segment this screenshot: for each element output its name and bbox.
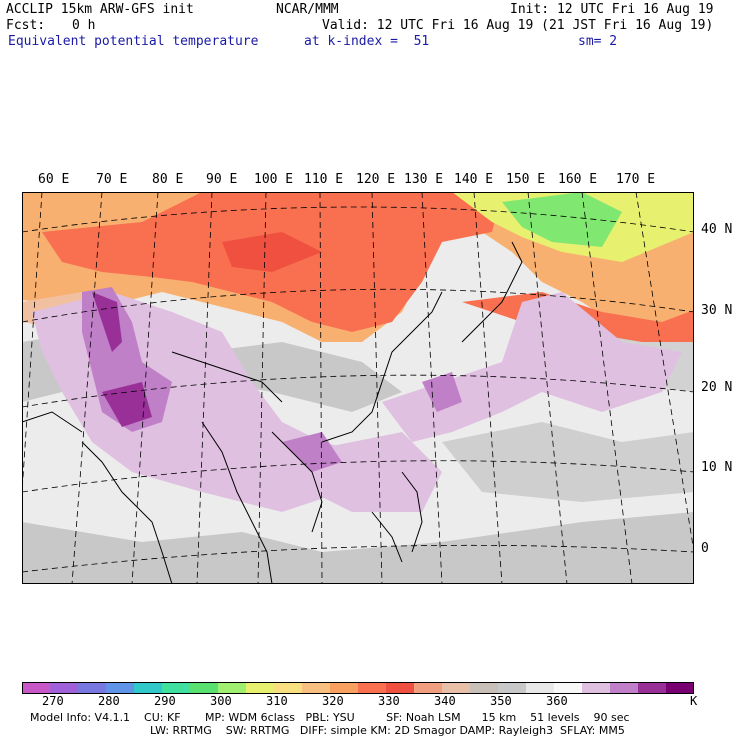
colorbar-swatch	[190, 682, 219, 694]
lon-label: 80 E	[152, 172, 184, 187]
colorbar-swatch	[50, 682, 79, 694]
model-info-line1: Model Info: V4.1.1 CU: KF MP: WDM 6class…	[30, 711, 630, 724]
colorbar-tick-label: 340	[434, 694, 456, 708]
colorbar-tick-label: 280	[98, 694, 120, 708]
lat-label: 20 N	[701, 380, 733, 395]
colorbar-tick-label: 330	[378, 694, 400, 708]
fcst-value: 0 h	[72, 18, 96, 33]
model-title: ACCLIP 15km ARW-GFS init	[6, 2, 194, 17]
colorbar-swatch	[666, 682, 694, 694]
org-label: NCAR/MMM	[276, 2, 339, 17]
lon-label: 90 E	[206, 172, 238, 187]
colorbar-tick-label: 350	[490, 694, 512, 708]
purple-dark	[92, 292, 152, 427]
colorbar-swatch	[330, 682, 359, 694]
colorbar-swatch	[638, 682, 667, 694]
lon-label: 70 E	[96, 172, 128, 187]
colorbar-swatch	[162, 682, 191, 694]
lat-label: 30 N	[701, 303, 733, 318]
lon-label: 150 E	[506, 172, 546, 187]
colorbar-swatch	[302, 682, 331, 694]
colorbar-swatch	[386, 682, 415, 694]
colorbar-swatch	[218, 682, 247, 694]
lon-label: 160 E	[558, 172, 598, 187]
lon-label: 120 E	[356, 172, 396, 187]
lon-label: 100 E	[254, 172, 294, 187]
colorbar-tick-label: 290	[154, 694, 176, 708]
lon-label: 170 E	[616, 172, 656, 187]
band-deep-red	[222, 232, 322, 272]
lat-label: 10 N	[701, 460, 733, 475]
smoothing-info: sm= 2	[578, 34, 618, 49]
colorbar-swatch	[246, 682, 275, 694]
colorbar-swatch	[358, 682, 387, 694]
colorbar-tick-label: 300	[210, 694, 232, 708]
model-info-line2: LW: RRTMG SW: RRTMG DIFF: simple KM: 2D …	[150, 724, 625, 737]
theta-e-map	[22, 192, 694, 584]
field-name: Equivalent potential temperature	[8, 34, 259, 49]
colorbar-swatch	[526, 682, 555, 694]
colorbar-tick-label: 310	[266, 694, 288, 708]
lat-label: 40 N	[701, 222, 733, 237]
colorbar-tick-label: 320	[322, 694, 344, 708]
colorbar-swatch	[106, 682, 135, 694]
colorbar-swatch	[610, 682, 639, 694]
colorbar-swatch	[274, 682, 303, 694]
lon-label: 60 E	[38, 172, 70, 187]
init-time: Init: 12 UTC Fri 16 Aug 19	[510, 2, 714, 17]
colorbar-swatch	[414, 682, 443, 694]
colorbar	[22, 682, 694, 694]
colorbar-swatch	[442, 682, 471, 694]
colorbar-tick-label: 360	[546, 694, 568, 708]
coastlines	[22, 241, 523, 584]
lon-label: 140 E	[454, 172, 494, 187]
lon-label: 130 E	[404, 172, 444, 187]
colorbar-swatch	[134, 682, 163, 694]
band-green	[502, 192, 622, 247]
valid-time: Valid: 12 UTC Fri 16 Aug 19 (21 JST Fri …	[322, 18, 714, 33]
lon-label: 110 E	[304, 172, 344, 187]
colorbar-tick-label: 270	[42, 694, 64, 708]
map-frame	[22, 192, 694, 584]
colorbar-swatch	[22, 682, 51, 694]
fcst-label: Fcst:	[6, 18, 46, 33]
colorbar-frame	[22, 682, 694, 694]
level-info: at k-index = 51	[304, 34, 430, 49]
colorbar-swatch	[498, 682, 527, 694]
graticule	[22, 192, 694, 584]
lat-label: 0	[701, 541, 709, 556]
colorbar-swatch	[582, 682, 611, 694]
colorbar-unit: K	[690, 694, 698, 708]
colorbar-swatch	[554, 682, 583, 694]
colorbar-swatch	[78, 682, 107, 694]
colorbar-swatch	[470, 682, 499, 694]
